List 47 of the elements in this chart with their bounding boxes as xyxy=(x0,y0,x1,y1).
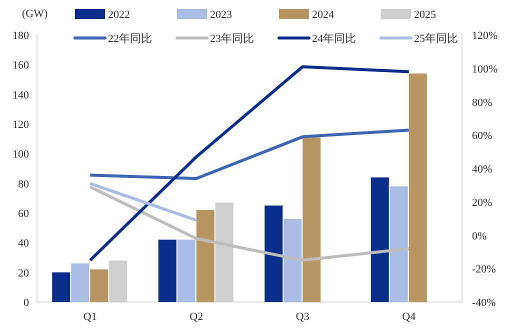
y2-tick-label: 20% xyxy=(472,196,492,209)
y-tick-label: 80 xyxy=(18,178,30,190)
x-tick-label: Q3 xyxy=(296,311,310,323)
bar xyxy=(90,269,108,302)
x-tick-label: Q1 xyxy=(83,311,97,323)
y2-tick-label: 120% xyxy=(472,30,498,42)
y2-tick-label: -40% xyxy=(472,297,496,309)
y-tick-label: 160 xyxy=(12,60,30,72)
legend-label: 2023 xyxy=(210,9,232,21)
legend-label: 2025 xyxy=(414,9,436,21)
bar xyxy=(390,186,408,302)
legend-label: 24年同比 xyxy=(312,32,356,45)
legend-label: 23年同比 xyxy=(210,32,254,45)
bar xyxy=(196,210,214,302)
bar xyxy=(264,206,283,302)
y-tick-label: 20 xyxy=(18,267,30,280)
legend-label: 2022 xyxy=(108,9,130,21)
bar xyxy=(284,218,302,302)
y-tick-label: 140 xyxy=(12,89,30,102)
legend-label: 22年同比 xyxy=(108,32,152,45)
x-tick-label: Q2 xyxy=(190,311,204,323)
bar xyxy=(158,240,176,302)
y2-tick-label: -20% xyxy=(472,264,496,276)
bar xyxy=(177,240,196,302)
y-tick-label: 100 xyxy=(12,148,30,161)
y2-tick-label: 60% xyxy=(472,130,492,142)
y2-tick-label: 0% xyxy=(472,230,487,242)
y-tick-label: 120 xyxy=(12,119,30,131)
y2-tick-label: 40% xyxy=(472,164,492,176)
y-tick-label: 0 xyxy=(24,297,30,309)
x-tick-label: Q4 xyxy=(402,311,416,323)
line-series xyxy=(88,185,410,262)
y2-tick-label: 100% xyxy=(472,63,498,76)
bar xyxy=(302,137,321,302)
y-axis-title: (GW) xyxy=(22,8,48,20)
legend-label: 2024 xyxy=(312,9,334,21)
line-series xyxy=(88,128,410,180)
bar xyxy=(52,272,70,302)
bar xyxy=(408,74,427,302)
y-tick-label: 60 xyxy=(18,208,30,220)
bar xyxy=(370,177,389,302)
y-tick-label: 180 xyxy=(12,30,30,42)
line-series xyxy=(88,65,410,262)
y2-tick-label: 80% xyxy=(472,96,492,109)
legend-label: 25年同比 xyxy=(414,32,458,45)
bar xyxy=(71,263,90,302)
y-tick-label: 40 xyxy=(18,238,30,250)
